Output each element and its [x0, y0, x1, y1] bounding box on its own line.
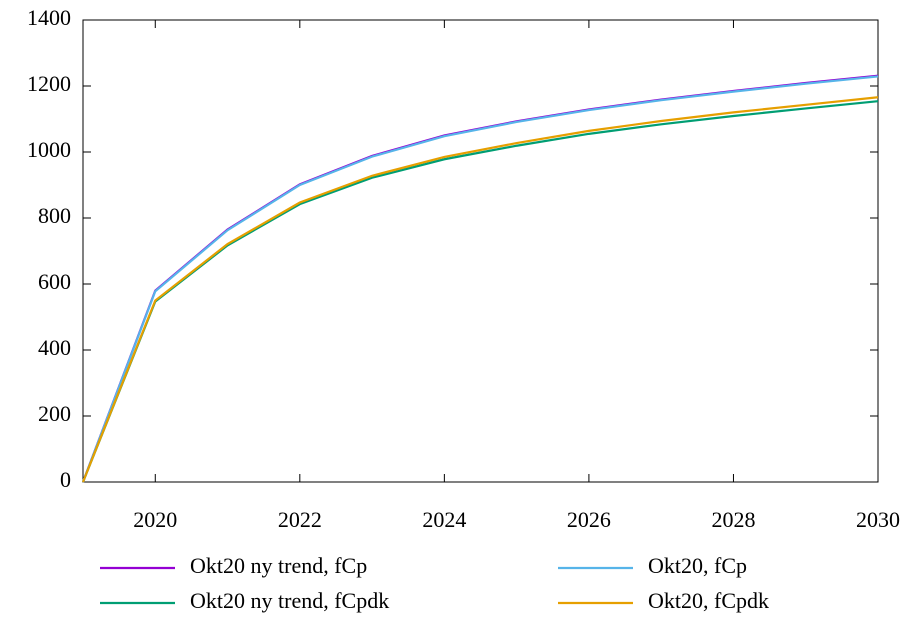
legend-label: Okt20, fCpdk [648, 588, 769, 613]
plot-frame [82, 19, 879, 483]
y-tick-label: 400 [38, 335, 71, 360]
x-tick-label: 2026 [567, 507, 611, 532]
y-tick-label: 1000 [27, 137, 71, 162]
x-tick-label: 2028 [711, 507, 755, 532]
x-tick-label: 2030 [856, 507, 900, 532]
series-line [81, 96, 879, 483]
series-line [81, 75, 879, 483]
y-tick-label: 800 [38, 203, 71, 228]
y-tick-label: 0 [60, 467, 71, 492]
series-line [81, 74, 879, 483]
x-tick-label: 2024 [422, 507, 466, 532]
legend-label: Okt20 ny trend, fCpdk [190, 588, 389, 613]
y-tick-label: 1400 [27, 5, 71, 30]
x-tick-label: 2022 [278, 507, 322, 532]
y-tick-label: 600 [38, 269, 71, 294]
y-tick-label: 200 [38, 401, 71, 426]
legend-label: Okt20, fCp [648, 553, 747, 578]
y-tick-label: 1200 [27, 71, 71, 96]
legend-label: Okt20 ny trend, fCp [190, 553, 367, 578]
x-tick-label: 2020 [133, 507, 177, 532]
series-line [81, 100, 879, 483]
